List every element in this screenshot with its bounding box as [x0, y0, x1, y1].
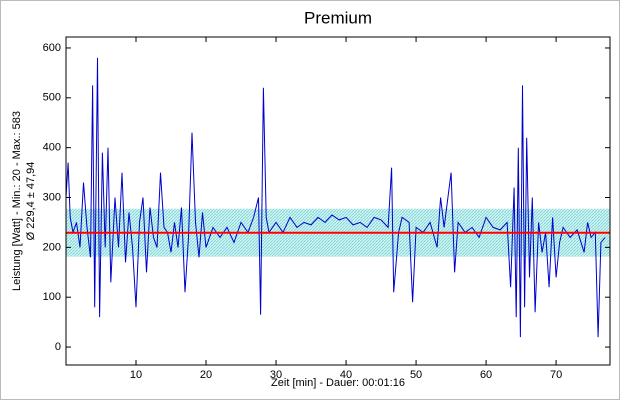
y-tick-label: 100 [43, 291, 61, 303]
y-tick-label: 0 [55, 341, 61, 353]
x-axis-label: Zeit [min] - Dauer: 00:01:16 [271, 377, 405, 389]
x-tick-label: 20 [200, 369, 212, 381]
plot-border [65, 36, 611, 366]
y-tick-label: 500 [43, 92, 61, 104]
y-tick-label: 400 [43, 142, 61, 154]
y-tick-label: 200 [43, 241, 61, 253]
y-axis-label: Ø 229,4 ± 47,94 [25, 162, 37, 241]
x-tick-label: 40 [340, 369, 352, 381]
x-tick-label: 30 [270, 369, 282, 381]
x-tick-label: 10 [130, 369, 142, 381]
y-axis-label: Leistung [Watt] - Min.: 20 - Max.: 583 [11, 111, 23, 291]
x-tick-label: 60 [480, 369, 492, 381]
y-tick-label: 300 [43, 191, 61, 203]
chart-title: Premium [304, 8, 372, 27]
x-tick-label: 50 [410, 369, 422, 381]
data-line [65, 57, 606, 338]
x-tick-label: 70 [550, 369, 562, 381]
y-tick-label: 600 [43, 42, 61, 54]
